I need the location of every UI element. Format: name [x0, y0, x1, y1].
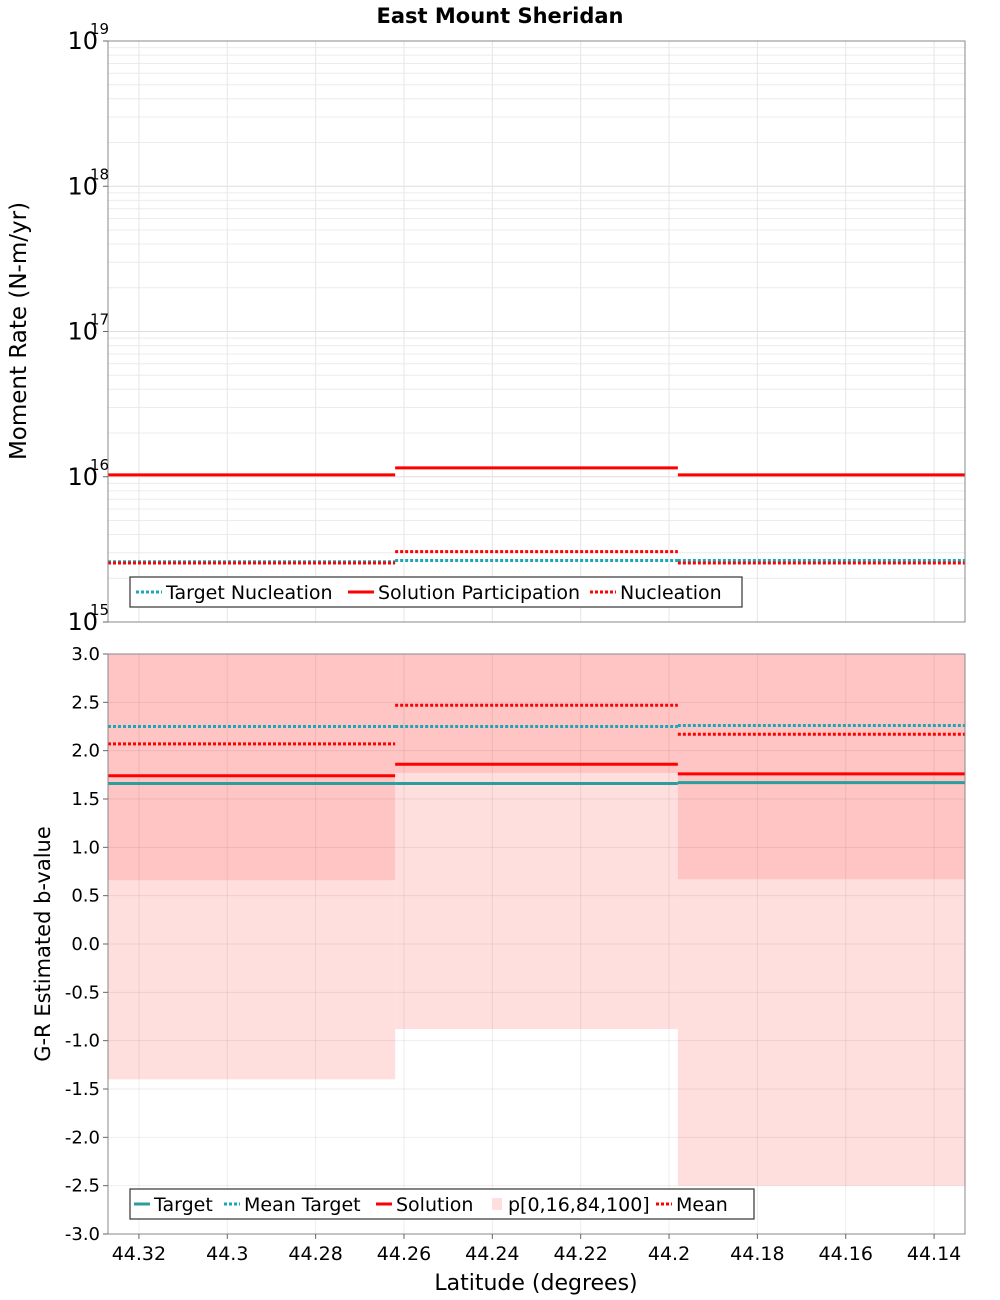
- x-ticks: 44.32 44.3 44.28 44.26 44.24 44.22 44.2 44.18 44…: [112, 1234, 961, 1265]
- grid-bottom: [108, 653, 965, 1235]
- legend-label: Nucleation: [620, 582, 722, 604]
- x-tick-label: 44.16: [819, 1243, 873, 1265]
- legend-label: p[0,16,84,100]: [508, 1194, 650, 1216]
- percentile-bands: [108, 654, 965, 1186]
- x-tick-label: 44.3: [206, 1243, 248, 1265]
- y-tick-label: -1.5: [65, 1079, 100, 1100]
- x-tick-label: 44.32: [112, 1243, 166, 1265]
- y-tick-label: -3.0: [65, 1224, 100, 1245]
- y-tick-label: 10: [67, 318, 98, 346]
- legend-label: Mean: [676, 1194, 728, 1216]
- legend-label: Solution: [396, 1194, 473, 1216]
- y-tick-label: 0.5: [71, 886, 100, 907]
- band-segment-1-1: [395, 654, 678, 773]
- y-tick-label: 10: [67, 27, 98, 55]
- y-tick-label: 0.0: [71, 934, 100, 955]
- legend-top: Target Nucleation Solution Participation N…: [129, 576, 743, 608]
- y-tick-label: 10: [67, 463, 98, 491]
- y-ticks-bottom: 3.0 2.5 2.0 1.5 1.0 0.5 0.0 -0.5 -1.0 -1.5 -2.0 -2.…: [65, 644, 108, 1245]
- x-axis-label: Latitude (degrees): [434, 1271, 637, 1296]
- x-tick-label: 44.22: [553, 1243, 607, 1265]
- b-value-panel: 3.0 2.5 2.0 1.5 1.0 0.5 0.0 -0.5 -1.0 -1.5 -2.0 -2.…: [31, 644, 966, 1296]
- y-tick-label: -2.0: [65, 1127, 100, 1148]
- x-tick-label: 44.26: [377, 1243, 431, 1265]
- y-tick-exponent: 18: [90, 165, 109, 183]
- legend-label: Target Nucleation: [165, 582, 333, 604]
- x-tick-label: 44.24: [465, 1243, 519, 1265]
- chart-title: East Mount Sheridan: [377, 4, 624, 28]
- series-top: [108, 466, 965, 565]
- legend-bottom: Target Mean Target Solution p[0,16,84,100] M…: [129, 1188, 755, 1220]
- y-axis-label-bottom: G-R Estimated b-value: [31, 826, 55, 1062]
- y-tick-label: -0.5: [65, 982, 100, 1003]
- y-axis-label-top: Moment Rate (N-m/yr): [6, 202, 32, 460]
- legend-label: Target: [153, 1194, 213, 1216]
- y-tick-label: 10: [67, 608, 98, 636]
- legend-label: Mean Target: [244, 1194, 361, 1216]
- y-tick-label: 1.0: [71, 837, 100, 858]
- x-tick-label: 44.18: [730, 1243, 784, 1265]
- y-tick-exponent: 19: [90, 20, 109, 38]
- y-tick-label: 10: [67, 172, 98, 200]
- x-tick-label: 44.14: [907, 1243, 961, 1265]
- y-tick-label: 2.5: [71, 692, 100, 713]
- y-tick-label: 1.5: [71, 789, 100, 810]
- y-tick-label: 3.0: [71, 644, 100, 665]
- x-tick-label: 44.28: [288, 1243, 342, 1265]
- y-tick-label: -1.0: [65, 1031, 100, 1052]
- band-segment-1-0: [108, 654, 396, 881]
- legend-box: [129, 576, 743, 608]
- x-tick-label: 44.2: [648, 1243, 690, 1265]
- y-tick-exponent: 16: [90, 456, 109, 474]
- y-tick-label: 2.0: [71, 741, 100, 762]
- y-tick-label: -2.5: [65, 1176, 100, 1197]
- series-bottom: [108, 703, 965, 786]
- legend-label: Solution Participation: [378, 582, 580, 604]
- legend-swatch: [492, 1198, 502, 1210]
- y-tick-exponent: 17: [90, 311, 109, 329]
- band-segment-1-2: [677, 654, 965, 880]
- y-tick-exponent: 15: [90, 601, 109, 619]
- grid-top: [108, 41, 965, 622]
